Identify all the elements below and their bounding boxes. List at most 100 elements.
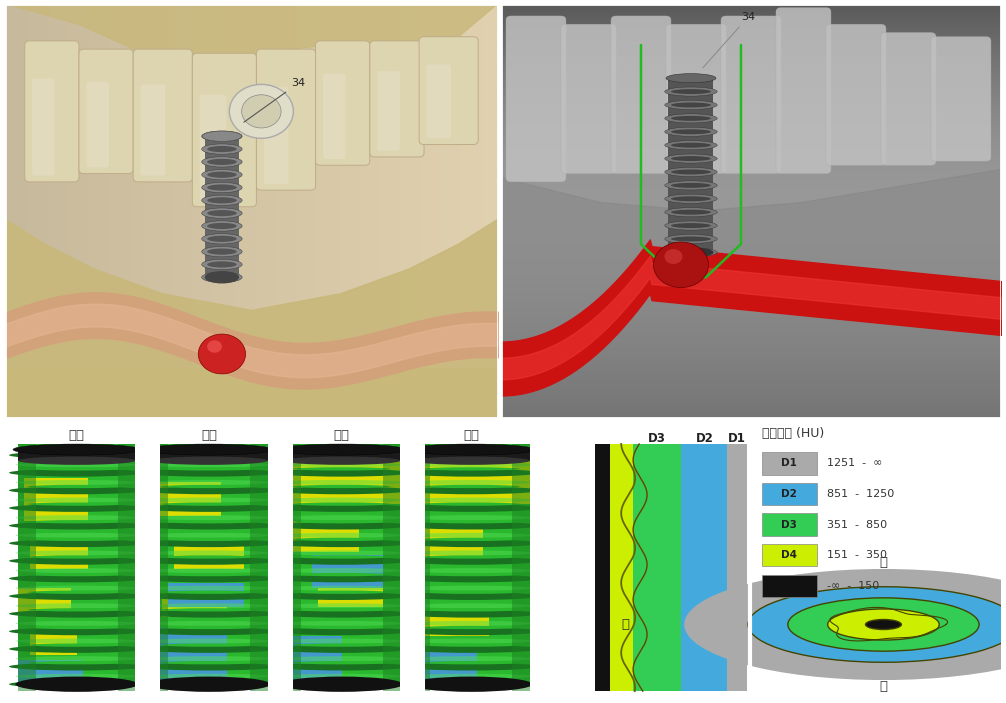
Ellipse shape: [665, 248, 717, 257]
Text: 颊: 颊: [879, 681, 887, 693]
Ellipse shape: [15, 515, 138, 520]
Ellipse shape: [160, 643, 258, 647]
Bar: [727, 444, 747, 691]
Circle shape: [748, 587, 1006, 662]
Ellipse shape: [423, 573, 520, 576]
Ellipse shape: [202, 259, 242, 270]
Ellipse shape: [274, 663, 409, 671]
Ellipse shape: [9, 610, 145, 618]
Ellipse shape: [9, 504, 145, 512]
Bar: [136, 433, 160, 694]
Ellipse shape: [148, 638, 271, 643]
FancyBboxPatch shape: [721, 16, 781, 174]
Ellipse shape: [293, 573, 390, 576]
Bar: [250, 444, 268, 691]
Text: D2: D2: [782, 489, 798, 499]
Bar: [762, 544, 817, 566]
Ellipse shape: [665, 127, 717, 136]
Polygon shape: [5, 4, 498, 65]
Ellipse shape: [423, 643, 520, 647]
Bar: [151, 444, 268, 684]
Ellipse shape: [423, 503, 520, 505]
Ellipse shape: [409, 673, 532, 679]
Bar: [283, 461, 400, 504]
FancyBboxPatch shape: [264, 87, 289, 184]
Bar: [283, 521, 359, 552]
Ellipse shape: [293, 608, 390, 612]
Bar: [18, 449, 136, 460]
Ellipse shape: [202, 221, 242, 231]
Ellipse shape: [293, 591, 390, 594]
Ellipse shape: [142, 681, 277, 688]
Ellipse shape: [160, 485, 258, 488]
Ellipse shape: [293, 467, 390, 470]
Ellipse shape: [409, 603, 532, 608]
Bar: [412, 444, 530, 684]
Text: 1251  -  ∞: 1251 - ∞: [827, 458, 882, 468]
Ellipse shape: [293, 626, 390, 629]
Ellipse shape: [274, 592, 409, 600]
Text: D3: D3: [782, 520, 798, 529]
Ellipse shape: [15, 603, 138, 608]
Ellipse shape: [403, 574, 539, 582]
Ellipse shape: [142, 574, 277, 582]
Bar: [30, 631, 76, 655]
Ellipse shape: [148, 676, 271, 692]
Text: 舌: 舌: [879, 555, 887, 569]
Ellipse shape: [9, 522, 145, 529]
Bar: [762, 513, 817, 536]
FancyBboxPatch shape: [377, 71, 399, 150]
Bar: [174, 545, 244, 569]
FancyBboxPatch shape: [200, 95, 226, 200]
Ellipse shape: [409, 656, 532, 661]
Ellipse shape: [142, 663, 277, 671]
Ellipse shape: [202, 131, 242, 141]
Ellipse shape: [407, 444, 535, 455]
Bar: [633, 444, 681, 691]
Ellipse shape: [204, 271, 239, 283]
Ellipse shape: [274, 451, 409, 459]
Ellipse shape: [412, 456, 530, 465]
Ellipse shape: [403, 645, 539, 653]
FancyBboxPatch shape: [561, 24, 616, 174]
Ellipse shape: [281, 673, 403, 679]
Bar: [156, 482, 221, 516]
Bar: [318, 579, 383, 607]
Ellipse shape: [281, 586, 403, 591]
Ellipse shape: [423, 626, 520, 629]
Ellipse shape: [281, 656, 403, 661]
Ellipse shape: [671, 116, 711, 121]
Ellipse shape: [423, 678, 520, 682]
Circle shape: [865, 619, 901, 629]
Ellipse shape: [9, 574, 145, 582]
Bar: [412, 650, 477, 684]
Bar: [412, 612, 489, 636]
Bar: [681, 444, 727, 691]
Ellipse shape: [142, 592, 277, 600]
Ellipse shape: [13, 444, 141, 455]
Bar: [30, 540, 89, 569]
Ellipse shape: [665, 141, 717, 150]
Text: 34: 34: [703, 12, 756, 67]
Bar: [512, 444, 530, 691]
Ellipse shape: [274, 504, 409, 512]
Circle shape: [207, 340, 222, 353]
Bar: [18, 444, 35, 691]
Bar: [283, 444, 301, 691]
Ellipse shape: [9, 628, 145, 636]
FancyBboxPatch shape: [776, 8, 831, 174]
Ellipse shape: [671, 223, 711, 228]
Ellipse shape: [15, 621, 138, 626]
FancyBboxPatch shape: [32, 79, 54, 176]
Ellipse shape: [278, 444, 405, 455]
FancyBboxPatch shape: [5, 368, 498, 418]
Ellipse shape: [28, 503, 126, 505]
Text: 颊侧: 颊侧: [68, 429, 85, 441]
Ellipse shape: [274, 469, 409, 477]
Ellipse shape: [665, 87, 717, 96]
Bar: [400, 433, 426, 694]
Ellipse shape: [28, 678, 126, 682]
Ellipse shape: [15, 550, 138, 555]
Ellipse shape: [160, 678, 258, 682]
Ellipse shape: [671, 143, 711, 148]
